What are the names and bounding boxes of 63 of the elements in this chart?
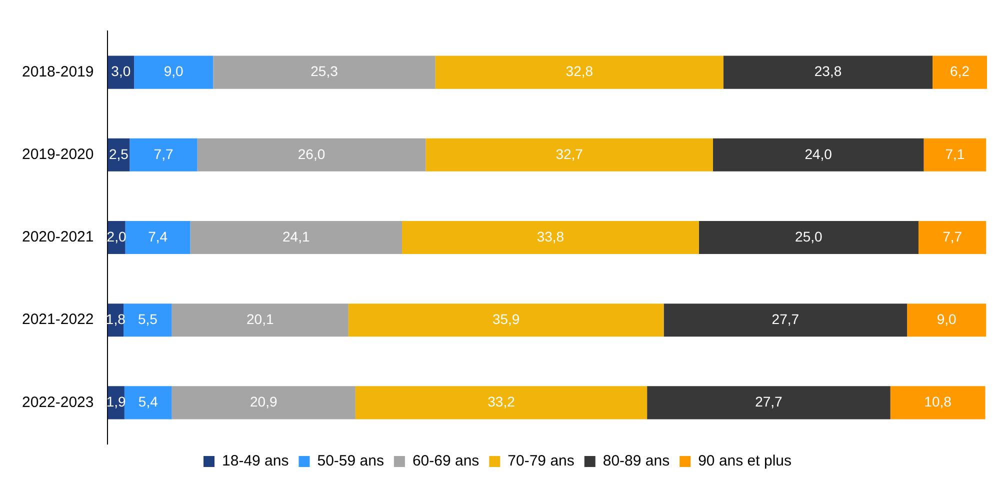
y-tick-label: 2022-2023 [22,394,94,411]
bar [125,220,190,254]
data-label: 7,7 [942,228,962,244]
data-label: 25,0 [795,228,823,244]
data-label: 6,2 [950,63,970,80]
legend-label: 50-59 ans [317,452,384,470]
data-label: 9,0 [936,310,957,327]
bar [172,386,356,420]
data-label: 23,8 [814,63,842,80]
data-label: 27,7 [755,394,783,410]
data-label: 26,0 [298,146,326,162]
data-label: 5,4 [138,394,158,410]
legend-label: 60-69 ans [412,452,480,470]
bar [712,138,924,172]
bar [918,220,986,254]
bar [172,304,348,337]
y-tick-label: 2021-2022 [22,311,94,328]
bar [698,220,918,254]
bar [355,386,648,420]
legend-label: 18-49 ans [222,452,289,470]
data-label: 33,8 [536,228,564,244]
data-label: 25,3 [310,63,338,80]
bar [924,138,986,172]
y-tick-label: 2020-2021 [22,228,94,246]
data-label: 32,7 [556,146,584,162]
data-label: 7,1 [945,146,965,162]
data-label: 9,0 [164,63,184,80]
bar [130,138,198,172]
bar [932,56,987,89]
legend-label: 90 ans et plus [698,452,792,470]
bar [890,386,986,420]
data-label: 24,1 [282,228,310,244]
data-label: 10,8 [924,394,952,410]
bar [907,304,986,337]
bar [124,304,172,337]
data-label: 20,1 [246,310,274,327]
data-label: 20,9 [250,394,278,410]
bar [348,304,664,337]
data-label: 24,0 [804,146,832,162]
data-label: 27,7 [772,310,800,327]
bar [723,56,933,89]
bar [190,220,402,254]
bar [402,220,699,254]
bar [435,56,724,89]
data-label: 7,4 [148,228,168,244]
bar [664,304,908,337]
data-label: 33,2 [488,394,516,410]
legend-label: 80-89 ans [602,452,670,470]
data-label: 7,7 [154,146,174,162]
bar [197,138,426,172]
data-label: 2,5 [108,146,129,162]
y-tick-label: 2019-2020 [22,146,94,164]
y-tick-label: 2018-2019 [22,63,94,80]
bar [124,386,172,420]
bar [647,386,890,420]
data-label: 5,5 [138,310,158,327]
data-label: 3,0 [111,63,131,80]
data-label: 35,9 [492,310,520,327]
bar [426,138,713,172]
legend-label: 70-79 ans [508,452,574,470]
data-label: 32,8 [566,63,594,80]
bar [213,56,436,89]
bar [134,56,214,89]
